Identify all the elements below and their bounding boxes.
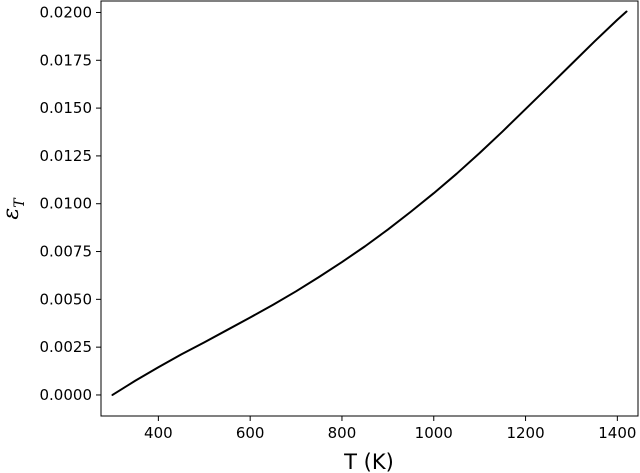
y-tick-label: 0.0100: [40, 195, 93, 213]
x-axis-label: T (K): [343, 450, 394, 473]
x-tick-label: 1200: [506, 424, 544, 442]
y-axis: 0.0000 0.0025 0.0050 0.0075 0.0100 0.0125 0.01…: [40, 3, 101, 404]
x-tick-label: 1400: [598, 424, 636, 442]
y-tick-label: 0.0000: [40, 386, 93, 404]
y-tick-label: 0.0200: [40, 3, 93, 21]
plot-area: [111, 10, 628, 396]
y-axis-label-main: ε: [0, 208, 24, 220]
y-tick-label: 0.0150: [40, 99, 93, 117]
x-tick-label: 400: [144, 424, 173, 442]
x-tick-label: 800: [328, 424, 357, 442]
x-axis: 400 600 800 1000 1200 1400: [144, 416, 636, 442]
y-axis-label-subscript: T: [12, 197, 28, 208]
series-line-0: [111, 10, 628, 396]
y-tick-label: 0.0125: [40, 147, 93, 165]
x-tick-label: 600: [236, 424, 265, 442]
x-tick-label: 1000: [415, 424, 453, 442]
plot-frame: [100, 0, 639, 417]
y-tick-label: 0.0175: [40, 51, 93, 69]
y-tick-label: 0.0025: [40, 338, 93, 356]
y-axis-label: εT: [0, 197, 28, 220]
y-tick-label: 0.0075: [40, 243, 93, 261]
svg-text:εT: εT: [0, 197, 28, 220]
y-tick-label: 0.0050: [40, 290, 93, 308]
